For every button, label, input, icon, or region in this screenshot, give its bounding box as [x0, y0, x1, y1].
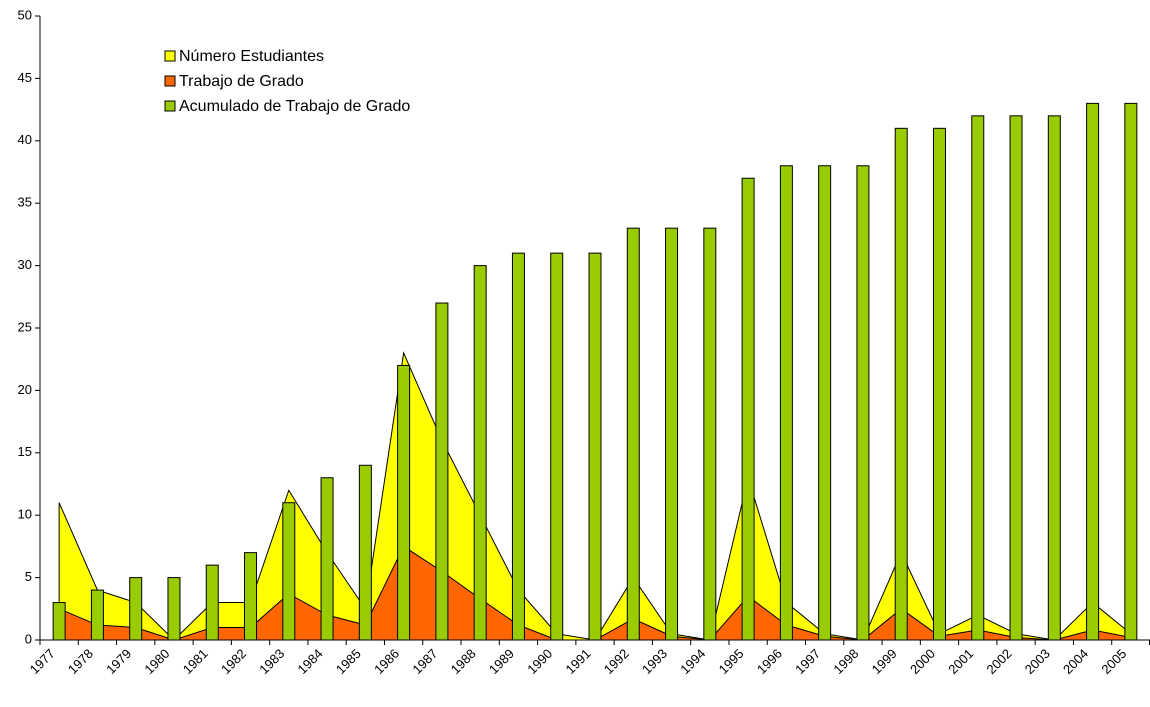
x-tick-label: 1987: [409, 646, 440, 677]
y-tick-label: 10: [18, 507, 32, 522]
x-tick-label: 2004: [1060, 646, 1091, 677]
y-tick-label: 50: [18, 7, 32, 22]
x-tick-label: 1998: [830, 646, 861, 677]
y-tick-label: 15: [18, 444, 32, 459]
x-tick-label: 1986: [371, 646, 402, 677]
x-tick-label: 1989: [486, 646, 517, 677]
x-tick-label: 1988: [448, 646, 479, 677]
x-tick-label: 1990: [524, 646, 555, 677]
y-tick-label: 35: [18, 195, 32, 210]
bar: [971, 115, 985, 641]
bar: [894, 127, 908, 641]
x-tick-label: 1978: [65, 646, 96, 677]
bar: [818, 165, 832, 641]
x-tick-label: 1991: [562, 646, 593, 677]
x-tick-label: 1979: [103, 646, 134, 677]
x-tick-label: 1997: [792, 646, 823, 677]
x-tick-label: 1999: [869, 646, 900, 677]
bar: [856, 165, 870, 641]
bar: [1086, 102, 1100, 641]
y-tick-label: 5: [25, 569, 32, 584]
bar: [435, 302, 449, 641]
x-tick-label: 1994: [677, 646, 708, 677]
x-tick-label: 2000: [907, 646, 938, 677]
x-tick-label: 1977: [27, 646, 58, 677]
legend-label: Número Estudiantes: [179, 48, 324, 65]
bar: [320, 477, 334, 641]
x-tick-label: 1981: [180, 646, 211, 677]
legend-swatch: [164, 50, 176, 62]
y-tick-label: 0: [25, 631, 32, 646]
x-tick-label: 1993: [639, 646, 670, 677]
y-tick-label: 20: [18, 382, 32, 397]
bar: [703, 227, 717, 641]
x-tick-label: 2005: [1098, 646, 1129, 677]
legend-label: Trabajo de Grado: [179, 73, 304, 90]
legend-label: Acumulado de Trabajo de Grado: [179, 98, 410, 115]
bar: [129, 577, 143, 641]
x-tick-label: 2002: [984, 646, 1015, 677]
y-tick-label: 45: [18, 70, 32, 85]
bar: [665, 227, 679, 641]
bar: [511, 252, 525, 641]
x-tick-label: 1995: [716, 646, 747, 677]
bar: [167, 577, 181, 641]
bar: [244, 552, 258, 641]
x-tick-label: 1980: [141, 646, 172, 677]
bar: [932, 127, 946, 641]
bar: [779, 165, 793, 641]
bar: [473, 265, 487, 641]
x-tick-label: 1982: [218, 646, 249, 677]
bar: [205, 564, 219, 641]
x-tick-label: 1984: [295, 646, 326, 677]
bar: [741, 177, 755, 641]
x-tick-label: 2003: [1022, 646, 1053, 677]
bar: [282, 502, 296, 641]
bar: [588, 252, 602, 641]
legend-swatch: [164, 100, 176, 112]
legend-swatch: [164, 75, 176, 87]
y-tick-label: 40: [18, 132, 32, 147]
bar: [626, 227, 640, 641]
x-tick-label: 1985: [333, 646, 364, 677]
bar: [1009, 115, 1023, 641]
bar: [52, 602, 66, 641]
bar: [1124, 102, 1138, 641]
x-tick-label: 2001: [945, 646, 976, 677]
y-tick-label: 30: [18, 257, 32, 272]
bar: [1047, 115, 1061, 641]
x-tick-label: 1992: [601, 646, 632, 677]
x-tick-label: 1983: [256, 646, 287, 677]
bar: [397, 364, 411, 641]
y-tick-label: 25: [18, 319, 32, 334]
bar: [550, 252, 564, 641]
x-tick-label: 1996: [754, 646, 785, 677]
bar: [358, 464, 372, 641]
bar: [90, 589, 104, 641]
